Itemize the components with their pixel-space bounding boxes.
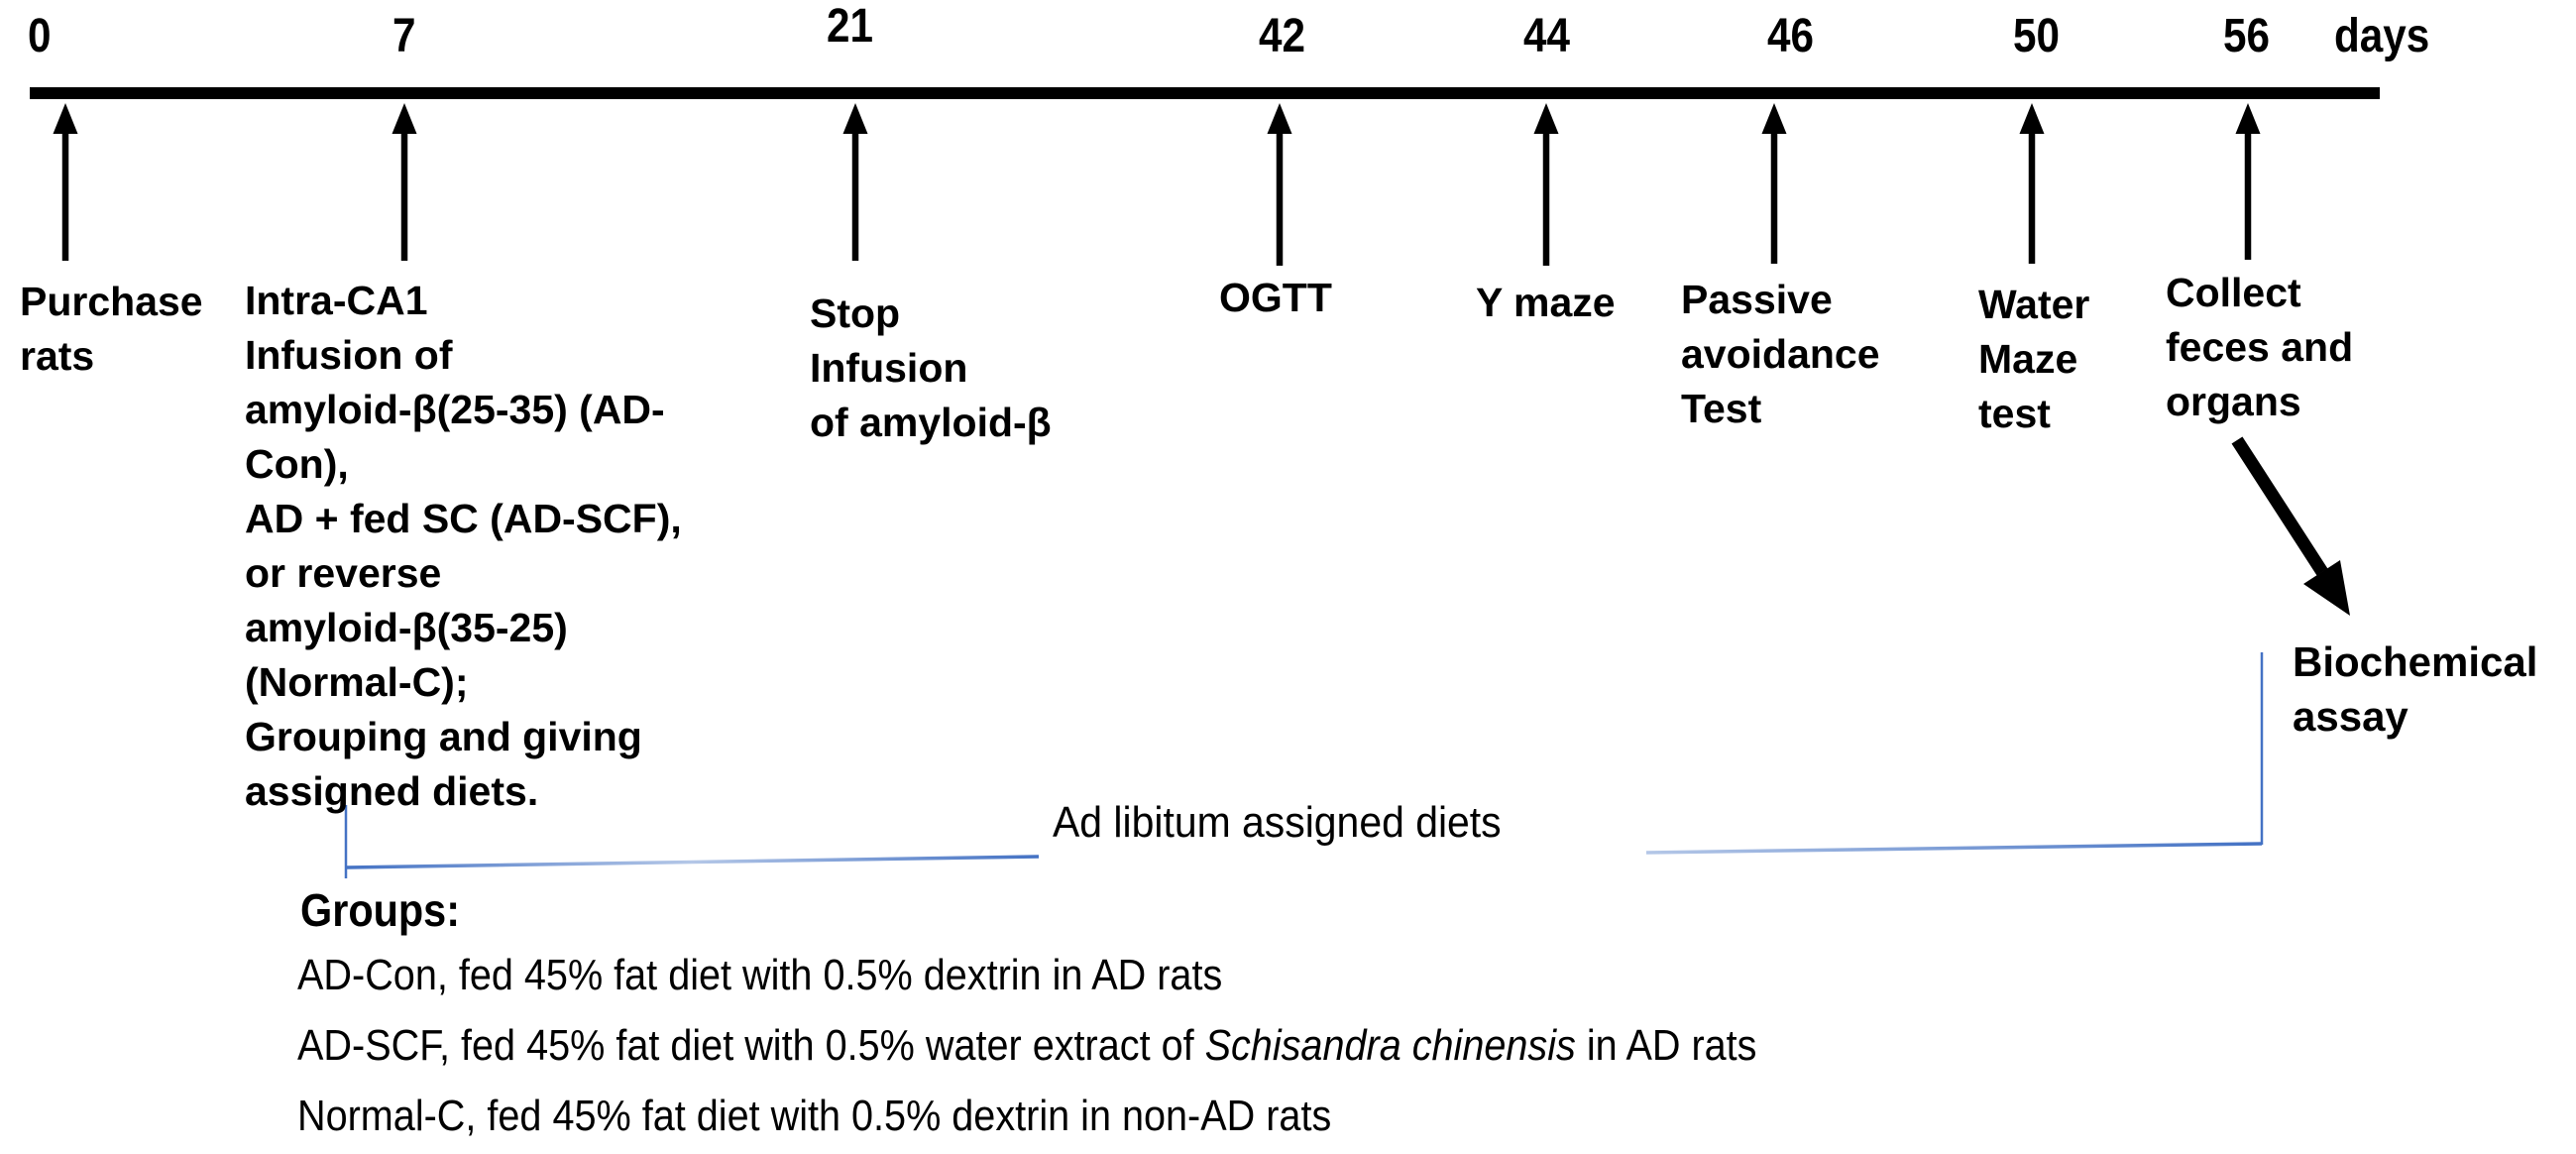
- timeline-bar: [30, 87, 2380, 99]
- event-arrow-day-44: [1533, 103, 1559, 266]
- event-arrow-day-7: [392, 103, 417, 261]
- event-arrow-day-50: [2019, 103, 2045, 264]
- event-label-y-maze: Y maze: [1476, 280, 1616, 325]
- diet-bracket-left-line: [346, 855, 1040, 869]
- group-line-ad-scf-prefix: AD-SCF, fed 45% fat diet with 0.5% water…: [297, 1021, 1205, 1070]
- diet-period-bracket: [344, 652, 2264, 878]
- groups-heading: Groups:: [300, 884, 461, 936]
- day-tick-label-56: 56: [2223, 10, 2270, 62]
- timeline-unit-label: days: [2334, 10, 2430, 62]
- event-label-water-maze: Water Maze test: [1978, 282, 2090, 436]
- day-tick-label-50: 50: [2013, 10, 2060, 62]
- day-tick-label-7: 7: [392, 10, 416, 62]
- event-label-passive-avoidance: Passive avoidance Test: [1681, 277, 1880, 431]
- event-label-purchase-rats: Purchase rats: [20, 279, 203, 379]
- event-label-stop-infusion: Stop Infusion of amyloid-β: [810, 290, 1052, 445]
- diet-bracket-right-line: [1645, 842, 2263, 855]
- event-arrow-day-46: [1761, 103, 1787, 264]
- day-tick-label-46: 46: [1767, 10, 1814, 62]
- group-line-ad-scf-suffix: in AD rats: [1575, 1021, 1757, 1070]
- group-line-ad-scf-species: Schisandra chinensis: [1204, 1021, 1576, 1070]
- day-tick-label-0: 0: [28, 10, 52, 62]
- event-arrow-day-42: [1267, 103, 1292, 266]
- event-arrow-day-56: [2235, 103, 2261, 260]
- diet-period-label: Ad libitum assigned diets: [1053, 798, 1502, 847]
- day-tick-label-42: 42: [1259, 10, 1305, 62]
- event-label-intra-ca1-infusion: Intra-CA1 Infusion of amyloid-β(25-35) (…: [245, 278, 682, 814]
- day-tick-label-44: 44: [1523, 10, 1570, 62]
- event-label-collect-feces: Collect feces and organs: [2166, 270, 2354, 424]
- group-line-ad-con: AD-Con, fed 45% fat diet with 0.5% dextr…: [297, 951, 1223, 999]
- event-arrow-day-21: [842, 103, 868, 261]
- collection-to-assay-arrow: [2231, 436, 2350, 616]
- day-tick-label-21: 21: [827, 0, 873, 53]
- group-line-ad-scf: AD-SCF, fed 45% fat diet with 0.5% water…: [297, 1021, 1757, 1070]
- event-arrow-day-0: [53, 103, 78, 261]
- outcome-label-biochemical-assay: Biochemical assay: [2293, 638, 2538, 740]
- event-label-ogtt: OGTT: [1219, 275, 1332, 320]
- group-line-normal-c: Normal-C, fed 45% fat diet with 0.5% dex…: [297, 1092, 1332, 1140]
